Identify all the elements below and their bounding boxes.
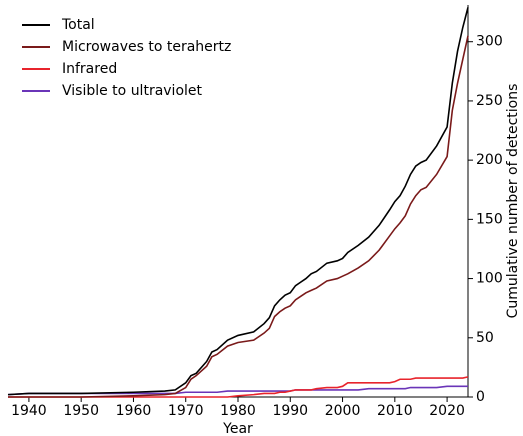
legend-label: Infrared <box>62 61 117 77</box>
series-line <box>8 35 469 398</box>
legend-label: Visible to ultraviolet <box>62 83 203 99</box>
x-tick-label: 1940 <box>11 403 47 419</box>
x-tick-label: 2000 <box>325 403 361 419</box>
series-line <box>7 7 469 396</box>
x-tick-label: 2010 <box>377 403 413 419</box>
x-tick-label: 1990 <box>272 403 308 419</box>
legend-label: Microwaves to terahertz <box>62 39 231 55</box>
y-axis-label: Cumulative number of detections <box>505 84 521 319</box>
y-tick-label: 0 <box>476 389 485 405</box>
x-tick-label: 1960 <box>116 403 152 419</box>
y-tick-label: 250 <box>476 93 503 109</box>
legend-label: Total <box>61 17 95 33</box>
x-tick-label: 1980 <box>220 403 256 419</box>
x-tick-label: 1950 <box>63 403 99 419</box>
y-tick-label: 100 <box>476 271 503 287</box>
x-tick-label: 1970 <box>168 403 204 419</box>
y-tick-label: 200 <box>476 152 503 168</box>
y-tick-label: 300 <box>476 34 503 50</box>
y-tick-label: 150 <box>476 211 503 227</box>
x-tick-label: 2020 <box>429 403 465 419</box>
y-tick-label: 50 <box>476 330 494 346</box>
series-line <box>8 376 469 398</box>
x-axis-label: Year <box>222 421 253 436</box>
